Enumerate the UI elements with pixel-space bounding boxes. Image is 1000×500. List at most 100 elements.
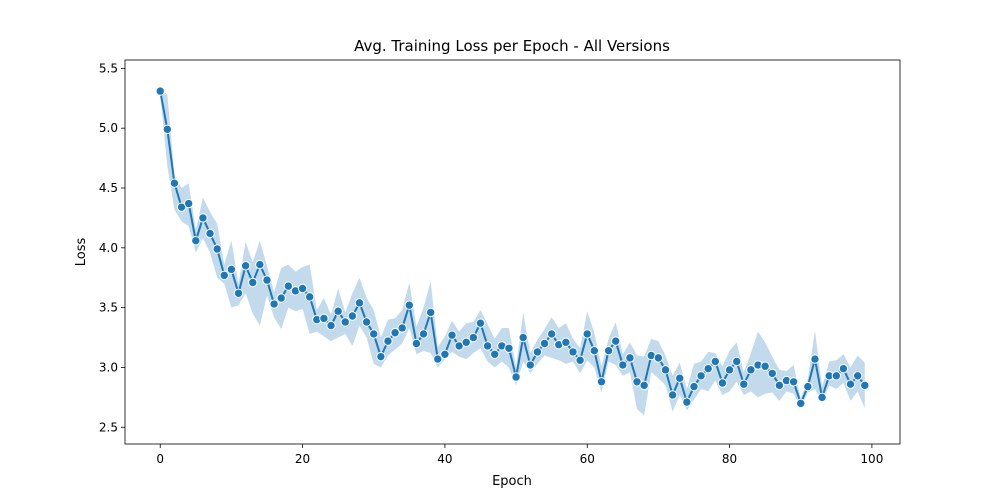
data-point [326,320,336,331]
data-point [760,361,770,371]
data-point [447,330,457,340]
confidence-band [160,87,865,416]
y-tick-label: 5.0 [99,121,118,135]
data-point [539,338,550,349]
data-point [433,354,443,364]
data-point [667,390,678,400]
chart-title: Avg. Training Loss per Epoch - All Versi… [354,37,670,55]
data-point [810,354,820,364]
data-point [746,365,756,375]
data-point [852,371,863,381]
y-tick-label: 3.5 [99,301,118,315]
data-point [561,337,571,348]
data-point [675,373,685,383]
data-point [226,264,237,275]
plot-frame [124,59,901,445]
data-point [461,337,471,348]
data-point [546,329,557,339]
data-point [397,323,407,333]
data-point [440,349,450,359]
data-point [183,198,194,209]
y-tick-label: 5.5 [99,61,118,75]
x-tick-label: 100 [860,452,883,466]
data-point [639,380,649,391]
data-point [262,275,272,285]
data-point [354,298,365,308]
data-point [689,381,699,392]
x-tick-label: 40 [437,452,452,466]
data-point [482,341,493,351]
x-tick-label: 0 [156,452,164,466]
data-point [703,363,713,374]
data-point [297,283,308,294]
data-point [248,277,258,288]
data-point [490,349,500,359]
data-point [425,307,436,318]
data-point [532,347,543,357]
data-point [724,365,735,375]
data-point [796,398,806,409]
data-point [162,124,173,135]
data-point [860,380,870,391]
data-point [475,318,486,328]
data-point [390,328,400,338]
data-point [333,306,343,316]
data-point [803,381,813,392]
y-tick-label: 4.5 [99,181,118,195]
y-tick-label: 3.0 [99,360,118,374]
data-point [696,371,706,381]
data-point [376,351,386,362]
data-point [504,343,514,353]
data-point [418,329,429,339]
data-point [369,329,379,339]
data-point [383,336,393,346]
data-point [276,293,286,303]
data-point [233,288,244,298]
data-point [191,235,201,246]
data-point [582,329,592,339]
x-tick-label: 80 [722,452,737,466]
data-point [731,356,742,367]
data-point [205,228,215,239]
data-point [169,178,180,188]
y-axis-label: Loss [74,238,89,267]
data-point [468,332,479,343]
data-point [831,371,842,381]
data-point [283,281,294,291]
data-point [788,377,799,387]
data-point [589,345,600,356]
x-tick-label: 20 [295,452,310,466]
data-point [212,244,222,254]
data-point [511,372,521,382]
x-tick-label: 60 [580,452,595,466]
data-point [340,317,350,327]
data-point [518,332,528,343]
data-point [361,317,372,327]
x-axis-label: Epoch [492,474,532,489]
data-point [219,270,229,281]
data-point [610,336,621,346]
y-axis-ticks: 2.5 3.0 3.5 4.0 4.5 5.0 5.5 [99,61,125,434]
data-point [660,365,671,375]
data-point [817,392,827,403]
data-point [269,299,279,309]
data-point [411,338,422,349]
x-axis-ticks: 0 20 40 60 80 100 [156,444,883,466]
data-point [774,380,785,391]
data-point [255,259,265,270]
data-point [710,356,721,367]
data-point [347,311,358,321]
data-point [525,360,535,370]
data-point [404,300,415,310]
data-point [155,86,165,96]
data-point [575,355,585,365]
data-point [838,363,849,374]
data-point [717,378,728,388]
data-point [568,347,578,357]
data-point [625,353,635,363]
data-point [304,292,315,302]
data-point [198,213,208,223]
y-tick-label: 2.5 [99,420,118,434]
data-point [845,379,856,389]
